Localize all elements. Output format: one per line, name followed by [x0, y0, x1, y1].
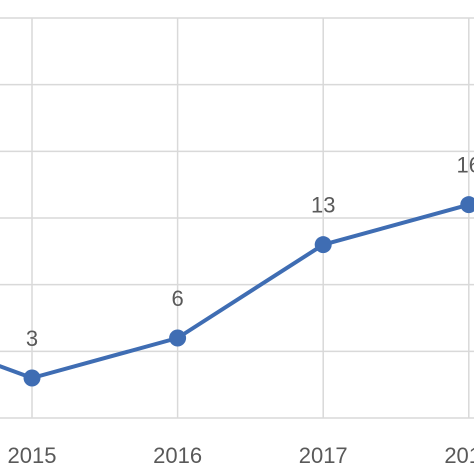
x-tick-label: 2016 [153, 443, 202, 468]
data-point [314, 236, 332, 254]
data-label: 6 [171, 286, 183, 311]
x-tick-label: 2018 [444, 443, 474, 468]
x-tick-label: 2015 [8, 443, 57, 468]
data-label: 3 [26, 326, 38, 351]
data-point [169, 329, 187, 347]
x-tick-label: 2017 [299, 443, 348, 468]
data-label: 16 [457, 152, 474, 177]
data-point [460, 196, 474, 214]
data-point [23, 369, 41, 387]
data-label: 13 [311, 192, 335, 217]
